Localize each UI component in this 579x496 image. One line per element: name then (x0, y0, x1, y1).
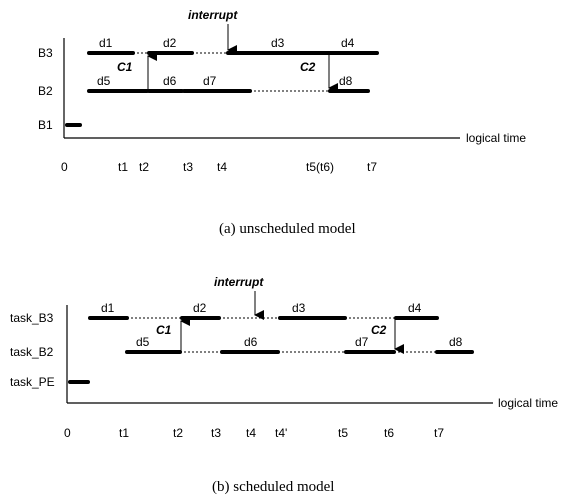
tick-t5: t5 (338, 426, 348, 440)
label-d5: d5 (97, 74, 111, 88)
label-c1: C1 (117, 60, 133, 74)
label-c1: C1 (156, 323, 172, 337)
label-d3: d3 (292, 301, 306, 315)
tick-t5-t6: t5(t6) (306, 160, 334, 174)
label-d4: d4 (341, 36, 355, 50)
row-label-task-pe: task_PE (10, 375, 55, 389)
label-d6: d6 (163, 74, 177, 88)
label-d3: d3 (271, 36, 285, 50)
tick-t3: t3 (183, 160, 193, 174)
caption-b: (b) scheduled model (212, 479, 334, 495)
label-d1: d1 (99, 36, 113, 50)
label-c2: C2 (300, 60, 316, 74)
tick-0: 0 (61, 160, 68, 174)
tick-t1: t1 (119, 426, 129, 440)
tick-0: 0 (64, 426, 71, 440)
row-label-task-b2: task_B2 (10, 345, 54, 359)
x-axis-label: logical time (498, 396, 558, 410)
tick-t6: t6 (384, 426, 394, 440)
row-label-b3: B3 (38, 46, 53, 60)
x-axis-label: logical time (466, 131, 526, 145)
tick-t2: t2 (139, 160, 149, 174)
row-label-b1: B1 (38, 118, 53, 132)
tick-t7: t7 (367, 160, 377, 174)
label-d5: d5 (136, 335, 150, 349)
tick-t4: t4 (217, 160, 227, 174)
tick-t1: t1 (118, 160, 128, 174)
row-label-b2: B2 (38, 84, 53, 98)
label-c2: C2 (371, 323, 387, 337)
interrupt-label: interrupt (214, 275, 264, 289)
tick-t7: t7 (434, 426, 444, 440)
label-d4: d4 (408, 301, 422, 315)
tick-t4: t4 (246, 426, 256, 440)
diagram-a: B3 B2 B1 logical time d1 d2 d3 d4 d5 d6 … (38, 8, 526, 237)
tick-t4-prime: t4' (275, 426, 287, 440)
label-d6: d6 (244, 335, 258, 349)
tick-t2: t2 (173, 426, 183, 440)
label-d2: d2 (163, 36, 177, 50)
interrupt-label: interrupt (188, 8, 238, 22)
label-d2: d2 (193, 301, 207, 315)
diagram-b: task_B3 task_B2 task_PE logical time d1 … (10, 275, 558, 495)
label-d8: d8 (339, 74, 353, 88)
caption-a: (a) unscheduled model (219, 221, 356, 237)
label-d7: d7 (355, 335, 369, 349)
label-d1: d1 (101, 301, 115, 315)
label-d7: d7 (203, 74, 217, 88)
tick-t3: t3 (211, 426, 221, 440)
label-d8: d8 (449, 335, 463, 349)
row-label-task-b3: task_B3 (10, 311, 54, 325)
